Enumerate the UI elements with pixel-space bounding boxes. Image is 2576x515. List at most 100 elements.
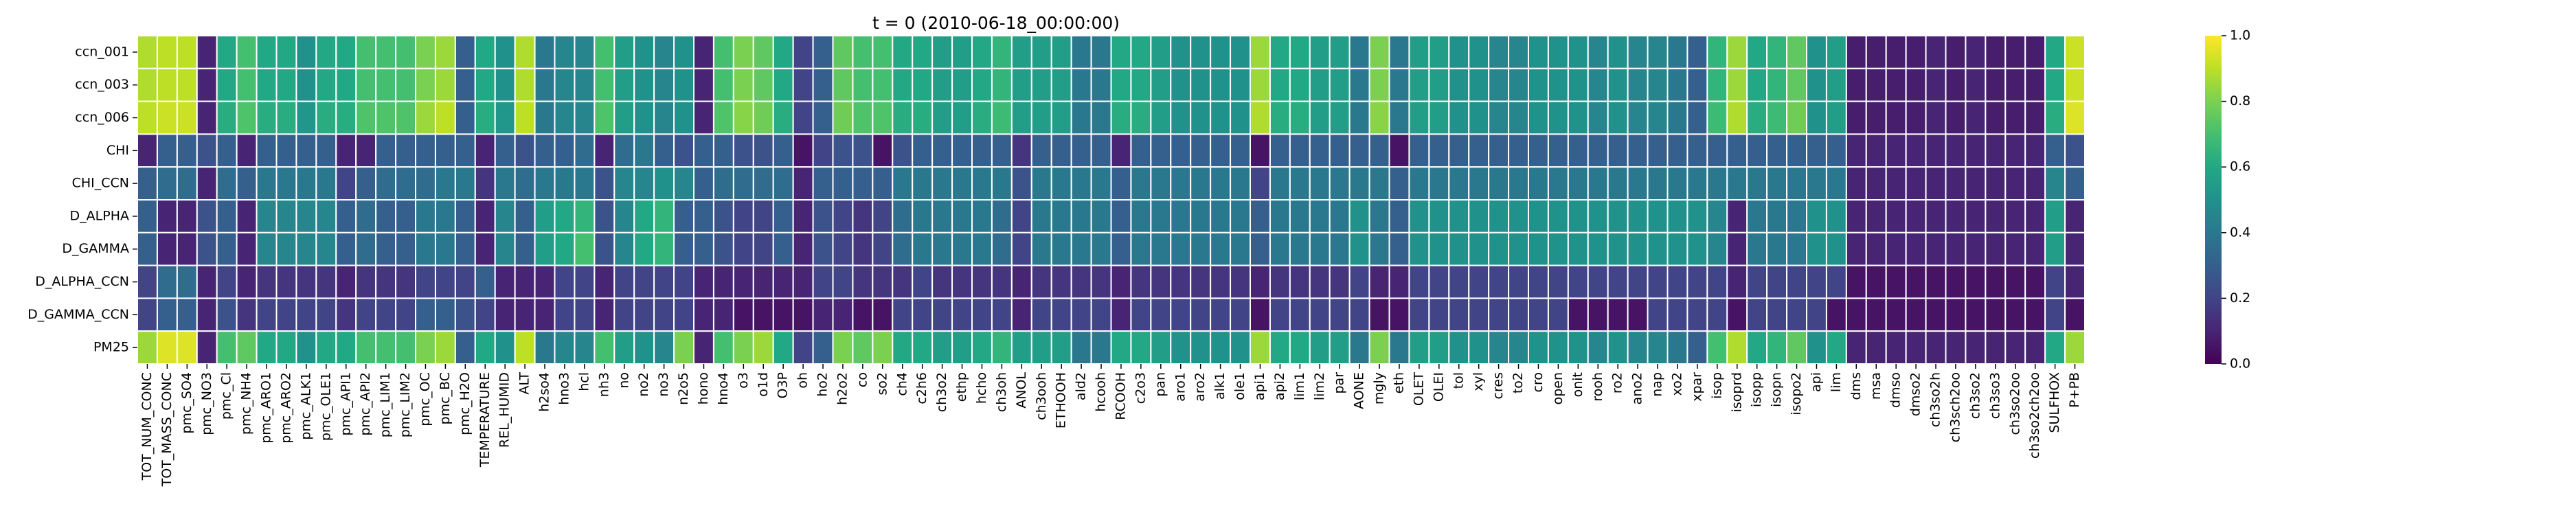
heatmap-cell xyxy=(951,100,973,135)
heatmap-cell xyxy=(1190,100,1212,135)
heatmap-cell xyxy=(375,231,397,266)
heatmap-cell xyxy=(852,264,874,299)
heatmap-cell xyxy=(554,297,576,332)
heatmap-cell xyxy=(1468,67,1490,102)
heatmap-cell xyxy=(1130,67,1152,102)
heatmap-cell xyxy=(1547,264,1569,299)
heatmap-cell xyxy=(712,166,734,201)
column-label: ETHOOH xyxy=(1054,372,1069,428)
column-label: hcho xyxy=(974,372,989,404)
heatmap-cell xyxy=(1368,35,1390,69)
heatmap-cell xyxy=(1766,35,1788,69)
heatmap-cell xyxy=(912,133,934,168)
heatmap-cell xyxy=(1289,67,1311,102)
heatmap-cell xyxy=(137,166,158,201)
heatmap-cell xyxy=(295,264,317,299)
heatmap-cell xyxy=(514,330,536,365)
column-label: n2o5 xyxy=(676,372,691,405)
heatmap-cell xyxy=(1368,67,1390,102)
heatmap-cell xyxy=(156,199,178,233)
heatmap-cell xyxy=(315,35,337,69)
heatmap-cell xyxy=(832,100,854,135)
heatmap-cell xyxy=(1250,166,1271,201)
heatmap-cell xyxy=(1050,133,1072,168)
heatmap-cell xyxy=(653,166,675,201)
heatmap-cell xyxy=(1965,199,1987,233)
colorbar-tick-label: 0.2 xyxy=(2230,290,2250,306)
heatmap-cell xyxy=(1150,231,1172,266)
heatmap-cell xyxy=(1110,133,1132,168)
column-label: tol xyxy=(1451,372,1466,389)
heatmap-cell xyxy=(1110,199,1132,233)
heatmap-cell xyxy=(355,330,377,365)
heatmap-cell xyxy=(1150,133,1172,168)
column-label: co xyxy=(855,372,870,387)
heatmap-cell xyxy=(315,330,337,365)
column-label: pmc_ARO1 xyxy=(259,372,274,444)
heatmap-cell xyxy=(1468,100,1490,135)
heatmap-cell xyxy=(633,100,655,135)
heatmap-cell xyxy=(1448,199,1470,233)
heatmap-cell xyxy=(454,199,476,233)
heatmap-cell xyxy=(971,133,993,168)
heatmap-cell xyxy=(1210,330,1232,365)
heatmap-cell xyxy=(832,166,854,201)
heatmap-cell xyxy=(236,35,258,69)
column-label: TOT_NUM_CONC xyxy=(139,372,155,481)
heatmap-cell xyxy=(1110,264,1132,299)
heatmap-cell xyxy=(1050,67,1072,102)
heatmap-cell xyxy=(1706,133,1728,168)
heatmap-cell xyxy=(892,199,914,233)
column-label: isopo2 xyxy=(1789,372,1804,415)
heatmap-cell xyxy=(474,100,496,135)
heatmap-cell xyxy=(137,67,158,102)
heatmap-cell xyxy=(395,67,416,102)
heatmap-cell xyxy=(1667,35,1688,69)
column-label: dmso2 xyxy=(1908,372,1923,416)
heatmap-cell xyxy=(176,264,198,299)
heatmap-cell xyxy=(772,297,794,332)
heatmap-cell xyxy=(1985,264,2007,299)
heatmap-cell xyxy=(2064,100,2086,135)
heatmap-cell xyxy=(534,166,556,201)
heatmap-cell xyxy=(1488,264,1510,299)
heatmap-cell xyxy=(375,330,397,365)
heatmap-cell xyxy=(236,330,258,365)
heatmap-cell xyxy=(256,67,278,102)
column-label: ch3ooh xyxy=(1034,372,1049,420)
row-label: CHI xyxy=(106,143,129,158)
heatmap-cell xyxy=(1070,166,1092,201)
heatmap-cell xyxy=(1965,35,1987,69)
column-label: ole1 xyxy=(1232,372,1247,400)
heatmap-cell xyxy=(1329,100,1351,135)
heatmap-cell xyxy=(1627,67,1649,102)
column-label: api2 xyxy=(1272,372,1287,400)
heatmap-cell xyxy=(712,231,734,266)
heatmap-cell xyxy=(1388,166,1410,201)
heatmap-cell xyxy=(1010,264,1032,299)
heatmap-cell xyxy=(892,264,914,299)
heatmap-cell xyxy=(693,264,714,299)
heatmap-cell xyxy=(1845,166,1867,201)
heatmap-cell xyxy=(315,297,337,332)
heatmap-cell xyxy=(2024,199,2046,233)
column-label: OLEI xyxy=(1431,372,1446,402)
heatmap-cell xyxy=(574,231,596,266)
heatmap-cell xyxy=(1885,231,1907,266)
heatmap-cell xyxy=(1408,67,1430,102)
heatmap-cell xyxy=(1488,35,1510,69)
heatmap-cell xyxy=(1686,133,1708,168)
column-label: ald2 xyxy=(1074,372,1089,400)
heatmap-cell xyxy=(1607,297,1629,332)
heatmap-cell xyxy=(1825,166,1847,201)
heatmap-cell xyxy=(1448,264,1470,299)
heatmap-cell xyxy=(256,264,278,299)
column-label: mgly xyxy=(1372,372,1387,404)
heatmap-cell xyxy=(1030,297,1052,332)
heatmap-cell xyxy=(1050,264,1072,299)
heatmap-cell xyxy=(1150,330,1172,365)
heatmap-cell xyxy=(931,133,953,168)
heatmap-cell xyxy=(832,264,854,299)
heatmap-cell xyxy=(1289,166,1311,201)
heatmap-cell xyxy=(1309,330,1331,365)
